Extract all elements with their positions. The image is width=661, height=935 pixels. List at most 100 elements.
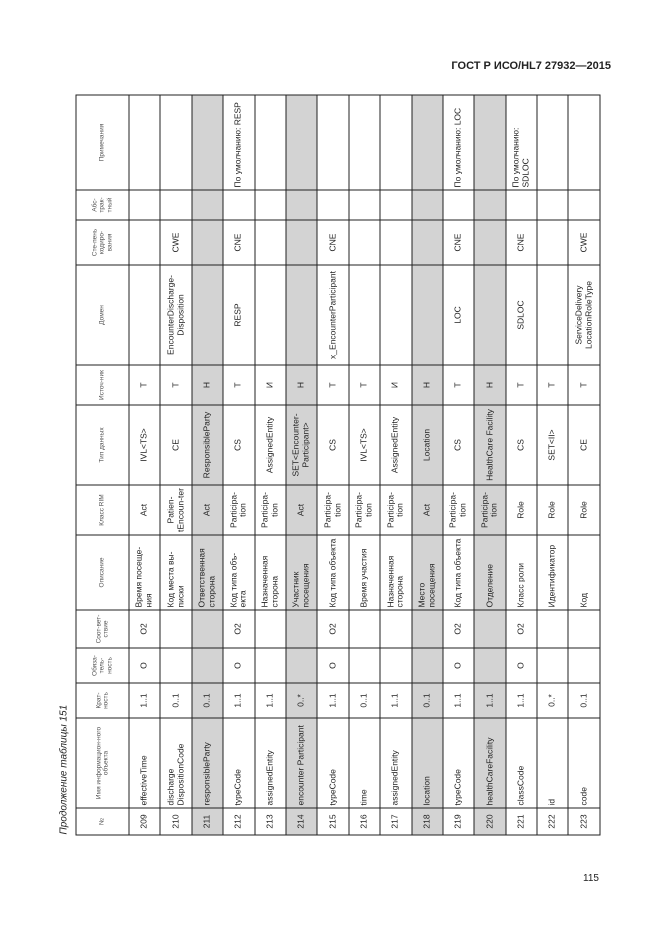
table-cell: T xyxy=(505,364,537,405)
table-cell: H xyxy=(473,364,506,405)
table-cell: CS xyxy=(505,404,537,485)
column-header: № xyxy=(75,807,129,835)
table-cell: T xyxy=(567,364,600,405)
table-cell: O xyxy=(442,647,474,683)
table-cell: SDLOC xyxy=(505,264,537,365)
table-cell xyxy=(411,609,443,648)
table-cell xyxy=(411,189,443,220)
column-header: Источ-ник xyxy=(75,364,129,405)
table-cell xyxy=(285,219,317,265)
table-cell: Act xyxy=(411,484,443,535)
table-row: 215 typeCode 1..1 O O2 Код типа объекта Partic… xyxy=(316,94,349,835)
table-cell: Act xyxy=(191,484,223,535)
table-cell: T xyxy=(442,364,474,405)
table-cell: T xyxy=(536,364,568,405)
table-cell: CNE xyxy=(442,219,474,265)
table-cell xyxy=(536,219,568,265)
column-header: Описание xyxy=(75,534,129,610)
table-cell: Назначенная сторона xyxy=(379,534,412,610)
column-header: Соот-вет-ствие xyxy=(75,609,129,648)
table-cell xyxy=(567,647,600,683)
table-row: 212 typeCode 1..1 O O2 Код типа объ-екта Parti… xyxy=(222,94,255,835)
table-cell: По умолчанию: RESP xyxy=(222,94,255,190)
table-cell xyxy=(348,647,380,683)
table-cell xyxy=(285,264,317,365)
table-cell: 209 xyxy=(128,807,160,835)
table-cell: По умолчанию: SDLOC xyxy=(505,94,537,190)
table-cell: 216 xyxy=(348,807,380,835)
table-cell: H xyxy=(285,364,317,405)
table-cell: O xyxy=(222,647,255,683)
table-cell xyxy=(536,647,568,683)
table-cell: assignedEntity xyxy=(254,717,286,808)
table-cell: Participa-tion xyxy=(222,484,255,535)
table-cell xyxy=(442,189,474,220)
table-cell: Место посещения xyxy=(411,534,443,610)
table-cell: AssignedEntity xyxy=(379,404,412,485)
table-cell: 217 xyxy=(379,807,412,835)
table-cell: SET<II> xyxy=(536,404,568,485)
table-cell: Участник посещения xyxy=(285,534,317,610)
table-cell: T xyxy=(222,364,255,405)
table-cell: 215 xyxy=(316,807,349,835)
table-cell: Participa-tion xyxy=(254,484,286,535)
table-cell xyxy=(159,647,192,683)
column-header: Тип данных xyxy=(75,404,129,485)
table-cell xyxy=(536,189,568,220)
table-cell xyxy=(567,94,600,190)
table-cell: Role xyxy=(567,484,600,535)
table-cell: id xyxy=(536,717,568,808)
page-number: 115 xyxy=(583,873,599,884)
table-row: 223 code 0..1 Код Role CE T ServiceDelivery Loc… xyxy=(567,94,600,835)
table-cell: T xyxy=(316,364,349,405)
table-cell: H xyxy=(191,364,223,405)
table-row: 220 healthCareFacility 1..1 Отделение Partic… xyxy=(473,94,506,835)
table-cell: Participa-tion xyxy=(348,484,380,535)
table-cell: 1..1 xyxy=(505,682,537,718)
table-cell: O2 xyxy=(316,609,349,648)
table-cell: 0..* xyxy=(285,682,317,718)
table-cell: T xyxy=(159,364,192,405)
table-cell: CWE xyxy=(567,219,600,265)
data-table: № Имя информацион-ного объекта Крат-ность О… xyxy=(75,94,600,835)
table-row: 222 id 0..* Идентификатор Role SET<II> T xyxy=(536,94,568,835)
table-cell: 0..1 xyxy=(159,682,192,718)
table-cell xyxy=(536,264,568,365)
table-cell: 221 xyxy=(505,807,537,835)
table-cell xyxy=(411,647,443,683)
table-cell xyxy=(536,609,568,648)
table-cell: RESP xyxy=(222,264,255,365)
table-cell: T xyxy=(128,364,160,405)
table-cell xyxy=(191,264,223,365)
table-cell xyxy=(285,94,317,190)
table-row: 209 effectiveTime 1..1 O O2 Время посеще-ния A… xyxy=(128,94,160,835)
table-row: 218 location 0..1 Место посещения Act Locatio… xyxy=(411,94,443,835)
table-cell xyxy=(348,94,380,190)
table-cell: Код xyxy=(567,534,600,610)
table-cell xyxy=(348,219,380,265)
table-cell: 1..1 xyxy=(254,682,286,718)
table-cell xyxy=(411,219,443,265)
table-cell xyxy=(128,264,160,365)
table-cell: Время участия xyxy=(348,534,380,610)
table-cell: Participa-tion xyxy=(442,484,474,535)
table-cell xyxy=(379,647,412,683)
table-cell xyxy=(379,189,412,220)
table-cell xyxy=(316,94,349,190)
table-cell: Location xyxy=(411,404,443,485)
table-cell: typeCode xyxy=(222,717,255,808)
table-cell: ServiceDelivery LocationRoleType xyxy=(567,264,600,365)
table-cell: H xyxy=(411,364,443,405)
table-cell: AssignedEntity xyxy=(254,404,286,485)
table-cell: O2 xyxy=(442,609,474,648)
table-cell: CS xyxy=(442,404,474,485)
column-header: Имя информацион-ного объекта xyxy=(75,717,129,808)
table-cell: CNE xyxy=(505,219,537,265)
column-header: Абс-трак-тный xyxy=(75,189,129,220)
table-cell: 214 xyxy=(285,807,317,835)
table-cell xyxy=(348,189,380,220)
column-header: Класс RIM xyxy=(75,484,129,535)
table-cell: O2 xyxy=(128,609,160,648)
table-cell: CNE xyxy=(316,219,349,265)
